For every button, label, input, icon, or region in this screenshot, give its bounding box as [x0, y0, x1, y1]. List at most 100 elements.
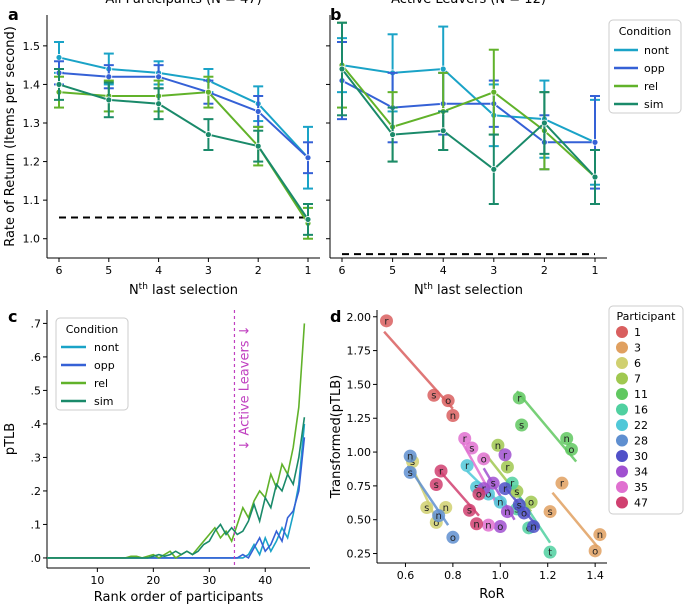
x-tick-label: 0.6 [397, 569, 415, 582]
legend-marker [616, 372, 628, 385]
scatter-point-label: s [434, 480, 439, 491]
legend-label: sim [94, 395, 114, 408]
x-tick-label: 1 [592, 264, 599, 277]
x-tick-label: 40 [258, 574, 272, 587]
x-tick-label: 1.0 [492, 569, 510, 582]
series-line-nont [58, 56, 309, 159]
data-point [204, 131, 212, 138]
scatter-point [493, 519, 507, 533]
legend-label: rel [94, 377, 108, 390]
scatter-point-label: n [497, 498, 503, 509]
legend-label: nont [644, 44, 670, 57]
scatter-point [498, 448, 512, 462]
legend-label: sim [644, 98, 664, 111]
series-sim [337, 21, 600, 205]
scatter-point-label: s [410, 457, 415, 468]
y-tick-label: 1.1 [23, 194, 41, 207]
legend-marker [616, 450, 628, 462]
panel-label-c: c [8, 307, 17, 326]
scatter-point [460, 459, 474, 473]
x-tick-label: 1.2 [539, 569, 557, 582]
legend-label: opp [94, 359, 115, 372]
data-point [155, 100, 163, 108]
scatter-point [498, 482, 512, 496]
scatter-point [526, 519, 540, 533]
series-nont [54, 41, 313, 190]
x-tick-label: 6 [56, 264, 63, 277]
scatter-point-label: o [521, 508, 527, 519]
scatter-point [427, 388, 441, 402]
series-opp [54, 60, 313, 175]
scatter-point-label: n [504, 507, 510, 518]
data-point [591, 173, 599, 181]
scatter-point [593, 528, 607, 542]
data-point [591, 138, 599, 146]
series-rel [54, 75, 313, 240]
y-tick-label: 1.75 [347, 345, 372, 358]
scatter-point [481, 518, 495, 532]
y-axis-label: pTLB [3, 423, 18, 455]
data-point [541, 119, 548, 127]
legend-title: Condition [619, 25, 672, 38]
series-line-rel [58, 91, 309, 224]
y-tick-label: .5 [31, 384, 42, 397]
x-tick-label: 5 [389, 264, 396, 277]
fit-line-3 [551, 491, 599, 548]
x-tick-label: 1.4 [586, 569, 604, 582]
x-axis-label: Rank order of participants [94, 590, 264, 605]
scatter-point [500, 460, 514, 474]
x-tick-label: 5 [105, 264, 112, 277]
scatter-point-label: n [435, 511, 441, 522]
legend-label: 6 [634, 357, 641, 370]
legend-title: Participant [617, 310, 677, 323]
scatter-point-label: s [514, 487, 519, 498]
scatter-point [470, 517, 484, 531]
scatter-point [446, 409, 460, 423]
data-point [439, 65, 447, 73]
legend-label: 22 [634, 419, 648, 432]
y-tick-label: .2 [31, 485, 42, 498]
y-tick-label: 0.50 [347, 514, 372, 527]
series-line-sim [58, 83, 309, 220]
x-tick-label: 0.8 [444, 569, 462, 582]
legend-c: Condition nont opp rel sim [55, 317, 129, 411]
legend-label: 28 [634, 435, 648, 448]
scatter-point [458, 432, 472, 446]
y-tick-label: .1 [31, 518, 42, 531]
scatter-point [465, 441, 479, 455]
scatter-point-label: r [439, 467, 444, 478]
scatter-point [379, 314, 393, 328]
legend-marker [616, 419, 628, 431]
data-point [55, 81, 63, 88]
data-point [254, 142, 262, 150]
scatter-point-label: r [384, 316, 389, 327]
x-tick-label: 10 [90, 574, 104, 587]
data-point [105, 96, 113, 104]
scatter-point [543, 545, 557, 559]
scatter-point-label: s [469, 444, 474, 455]
scatter-point-label: s [467, 506, 472, 517]
data-point [204, 88, 212, 96]
y-tick-label: .4 [31, 418, 42, 431]
scatter-point-label: r [482, 484, 487, 495]
y-tick-label: 1.4 [23, 78, 41, 91]
scatter-point [429, 478, 443, 492]
scatter-point [462, 503, 476, 517]
legend-marker [616, 357, 628, 369]
scatter-point-label: o [568, 445, 574, 456]
scatter-point-label: r [503, 484, 508, 495]
legend-frame [608, 19, 682, 114]
scatter-point [500, 505, 514, 519]
chart-title: All Participants (N = 47) [105, 0, 261, 7]
scatter-point-label: o [476, 490, 482, 501]
series-line-rel [341, 64, 596, 178]
x-tick-label: 30 [202, 574, 216, 587]
legend-label: 35 [634, 481, 648, 494]
legend-marker [616, 496, 628, 509]
data-point [254, 108, 262, 115]
scatter-point [515, 418, 529, 432]
series-line-nont [341, 64, 596, 144]
legend-label: 3 [634, 342, 641, 355]
y-tick-label: 1.2 [23, 156, 41, 169]
scatter-point-label: r [465, 461, 470, 472]
